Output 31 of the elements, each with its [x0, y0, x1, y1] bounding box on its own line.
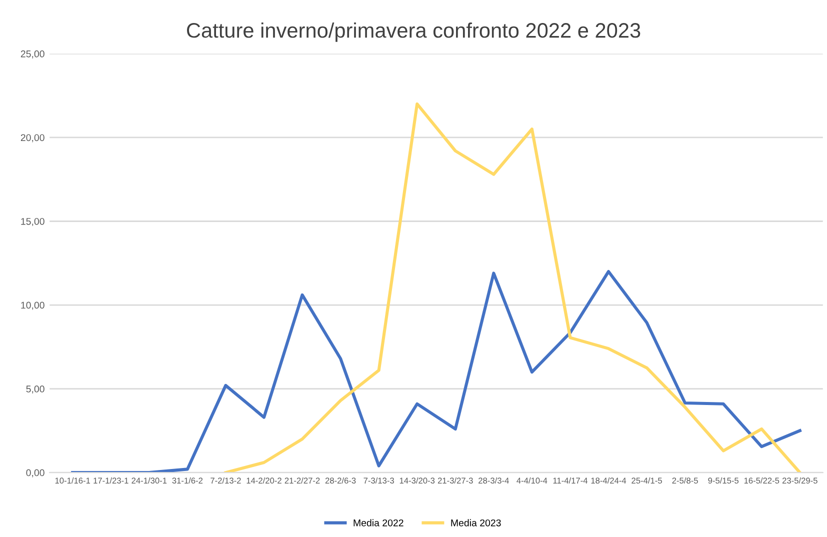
x-tick-label: 10-1/16-1 [55, 477, 90, 484]
y-tick-label: 25,00 [20, 50, 44, 58]
legend-label: Media 2023 [451, 519, 501, 526]
x-tick-label: 21-2/27-2 [284, 477, 320, 484]
x-tick-label: 2-5/8-5 [672, 477, 698, 484]
line-series [71, 270, 802, 473]
x-tick-label: 18-4/24-4 [591, 477, 626, 484]
x-tick-label: 21-3/27-3 [438, 477, 473, 484]
chart-title: Catture inverno/primavera confronto 2022 e 2023 [187, 22, 640, 42]
x-tick-label: 16-5/22-5 [744, 477, 780, 484]
x-tick-label: 7-2/13-2 [210, 477, 241, 484]
x-tick-label: 14-2/20-2 [246, 477, 282, 484]
y-tick-label: 20,00 [20, 134, 44, 142]
y-tick-label: 5,00 [26, 386, 44, 394]
x-tick-label: 24-1/30-1 [132, 477, 167, 484]
x-tick-label: 9-5/15-5 [708, 477, 739, 484]
y-tick-label: 0,00 [26, 469, 44, 478]
x-tick-label: 14-3/20-3 [400, 477, 435, 484]
x-tick-label: 11-4/17-4 [553, 477, 588, 484]
line-series [224, 102, 802, 473]
y-tick-label: 10,00 [21, 302, 44, 310]
x-tick-label: 23-5/29-5 [782, 477, 818, 484]
x-tick-label: 7-3/13-3 [364, 477, 394, 484]
x-tick-label: 31-1/6-2 [172, 477, 203, 484]
x-tick-label: 28-3/3-4 [478, 477, 509, 484]
x-tick-label: 28-2/6-3 [325, 477, 356, 484]
y-tick-label: 15,00 [21, 218, 44, 226]
x-tick-label: 4-4/10-4 [516, 477, 548, 484]
legend-label: Media 2022 [354, 519, 404, 526]
x-tick-label: 17-1/23-1 [94, 477, 128, 484]
x-tick-label: 25-4/1-5 [632, 477, 662, 484]
